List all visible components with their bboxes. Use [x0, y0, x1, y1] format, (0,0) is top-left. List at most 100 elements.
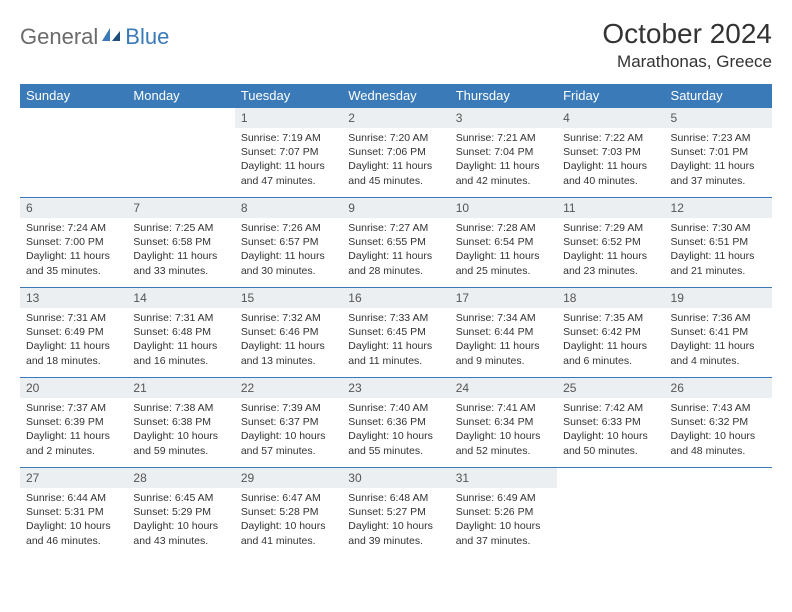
- sunset-line: Sunset: 6:33 PM: [563, 415, 658, 429]
- header: General Blue October 2024 Marathonas, Gr…: [20, 18, 772, 72]
- day-cell: 9Sunrise: 7:27 AMSunset: 6:55 PMDaylight…: [342, 198, 449, 288]
- sunrise-line: Sunrise: 7:30 AM: [671, 221, 766, 235]
- sunset-line: Sunset: 6:55 PM: [348, 235, 443, 249]
- day-number: 12: [665, 198, 772, 218]
- day-details: Sunrise: 6:44 AMSunset: 5:31 PMDaylight:…: [20, 488, 127, 552]
- day-cell: 7Sunrise: 7:25 AMSunset: 6:58 PMDaylight…: [127, 198, 234, 288]
- week-row: 20Sunrise: 7:37 AMSunset: 6:39 PMDayligh…: [20, 378, 772, 468]
- sunrise-line: Sunrise: 7:33 AM: [348, 311, 443, 325]
- day-details: Sunrise: 7:43 AMSunset: 6:32 PMDaylight:…: [665, 398, 772, 462]
- weekday-header: Wednesday: [342, 84, 449, 108]
- day-cell: 23Sunrise: 7:40 AMSunset: 6:36 PMDayligh…: [342, 378, 449, 468]
- day-cell: 14Sunrise: 7:31 AMSunset: 6:48 PMDayligh…: [127, 288, 234, 378]
- day-details: Sunrise: 7:31 AMSunset: 6:49 PMDaylight:…: [20, 308, 127, 372]
- day-cell: 31Sunrise: 6:49 AMSunset: 5:26 PMDayligh…: [450, 468, 557, 558]
- daylight-line: Daylight: 10 hours and 52 minutes.: [456, 429, 551, 457]
- daylight-line: Daylight: 11 hours and 6 minutes.: [563, 339, 658, 367]
- sunset-line: Sunset: 6:34 PM: [456, 415, 551, 429]
- sunrise-line: Sunrise: 7:43 AM: [671, 401, 766, 415]
- sunrise-line: Sunrise: 7:29 AM: [563, 221, 658, 235]
- week-row: 1Sunrise: 7:19 AMSunset: 7:07 PMDaylight…: [20, 108, 772, 198]
- day-cell: [665, 468, 772, 558]
- day-details: Sunrise: 7:26 AMSunset: 6:57 PMDaylight:…: [235, 218, 342, 282]
- daylight-line: Daylight: 10 hours and 37 minutes.: [456, 519, 551, 547]
- daylight-line: Daylight: 10 hours and 59 minutes.: [133, 429, 228, 457]
- day-number: 15: [235, 288, 342, 308]
- sunset-line: Sunset: 5:26 PM: [456, 505, 551, 519]
- day-details: Sunrise: 6:48 AMSunset: 5:27 PMDaylight:…: [342, 488, 449, 552]
- daylight-line: Daylight: 11 hours and 9 minutes.: [456, 339, 551, 367]
- day-cell: 27Sunrise: 6:44 AMSunset: 5:31 PMDayligh…: [20, 468, 127, 558]
- day-number: 30: [342, 468, 449, 488]
- day-details: Sunrise: 7:38 AMSunset: 6:38 PMDaylight:…: [127, 398, 234, 462]
- sunset-line: Sunset: 6:36 PM: [348, 415, 443, 429]
- sunrise-line: Sunrise: 7:31 AM: [26, 311, 121, 325]
- day-cell: 28Sunrise: 6:45 AMSunset: 5:29 PMDayligh…: [127, 468, 234, 558]
- sunset-line: Sunset: 5:29 PM: [133, 505, 228, 519]
- sunrise-line: Sunrise: 6:47 AM: [241, 491, 336, 505]
- day-number: 8: [235, 198, 342, 218]
- logo-sail-icon: [101, 26, 123, 44]
- day-number: 20: [20, 378, 127, 398]
- day-cell: 18Sunrise: 7:35 AMSunset: 6:42 PMDayligh…: [557, 288, 664, 378]
- logo-text-blue: Blue: [125, 24, 169, 50]
- daylight-line: Daylight: 11 hours and 35 minutes.: [26, 249, 121, 277]
- weekday-header: Sunday: [20, 84, 127, 108]
- week-row: 13Sunrise: 7:31 AMSunset: 6:49 PMDayligh…: [20, 288, 772, 378]
- daylight-line: Daylight: 11 hours and 21 minutes.: [671, 249, 766, 277]
- day-details: Sunrise: 7:33 AMSunset: 6:45 PMDaylight:…: [342, 308, 449, 372]
- day-number: 16: [342, 288, 449, 308]
- day-number: 7: [127, 198, 234, 218]
- day-number: 13: [20, 288, 127, 308]
- daylight-line: Daylight: 11 hours and 30 minutes.: [241, 249, 336, 277]
- sunset-line: Sunset: 6:57 PM: [241, 235, 336, 249]
- sunrise-line: Sunrise: 7:40 AM: [348, 401, 443, 415]
- sunset-line: Sunset: 6:45 PM: [348, 325, 443, 339]
- sunset-line: Sunset: 6:51 PM: [671, 235, 766, 249]
- day-cell: 26Sunrise: 7:43 AMSunset: 6:32 PMDayligh…: [665, 378, 772, 468]
- sunset-line: Sunset: 6:41 PM: [671, 325, 766, 339]
- sunrise-line: Sunrise: 7:32 AM: [241, 311, 336, 325]
- weekday-header-row: SundayMondayTuesdayWednesdayThursdayFrid…: [20, 84, 772, 108]
- day-cell: 22Sunrise: 7:39 AMSunset: 6:37 PMDayligh…: [235, 378, 342, 468]
- weekday-header: Tuesday: [235, 84, 342, 108]
- day-cell: 17Sunrise: 7:34 AMSunset: 6:44 PMDayligh…: [450, 288, 557, 378]
- day-number: 17: [450, 288, 557, 308]
- sunset-line: Sunset: 6:42 PM: [563, 325, 658, 339]
- daylight-line: Daylight: 11 hours and 28 minutes.: [348, 249, 443, 277]
- day-details: Sunrise: 7:25 AMSunset: 6:58 PMDaylight:…: [127, 218, 234, 282]
- day-details: Sunrise: 7:19 AMSunset: 7:07 PMDaylight:…: [235, 128, 342, 192]
- sunset-line: Sunset: 6:48 PM: [133, 325, 228, 339]
- day-cell: 24 Sunrise: 7:41 AMSunset: 6:34 PMDayligh…: [450, 378, 557, 468]
- day-cell: 20Sunrise: 7:37 AMSunset: 6:39 PMDayligh…: [20, 378, 127, 468]
- day-details: Sunrise: 7:23 AMSunset: 7:01 PMDaylight:…: [665, 128, 772, 192]
- day-cell: 3Sunrise: 7:21 AMSunset: 7:04 PMDaylight…: [450, 108, 557, 198]
- day-details: Sunrise: 7:22 AMSunset: 7:03 PMDaylight:…: [557, 128, 664, 192]
- daylight-line: Daylight: 11 hours and 47 minutes.: [241, 159, 336, 187]
- sunset-line: Sunset: 7:03 PM: [563, 145, 658, 159]
- day-cell: [20, 108, 127, 198]
- sunrise-line: Sunrise: 7:20 AM: [348, 131, 443, 145]
- sunrise-line: Sunrise: 7:26 AM: [241, 221, 336, 235]
- day-number: 10: [450, 198, 557, 218]
- sunset-line: Sunset: 7:06 PM: [348, 145, 443, 159]
- sunrise-line: Sunrise: 7:34 AM: [456, 311, 551, 325]
- calendar-body: 1Sunrise: 7:19 AMSunset: 7:07 PMDaylight…: [20, 108, 772, 558]
- day-number: 23: [342, 378, 449, 398]
- day-number: 29: [235, 468, 342, 488]
- daylight-line: Daylight: 11 hours and 11 minutes.: [348, 339, 443, 367]
- day-number: 24: [450, 378, 557, 398]
- sunrise-line: Sunrise: 6:44 AM: [26, 491, 121, 505]
- sunset-line: Sunset: 6:52 PM: [563, 235, 658, 249]
- sunset-line: Sunset: 6:49 PM: [26, 325, 121, 339]
- sunrise-line: Sunrise: 7:41 AM: [456, 401, 551, 415]
- day-number: 22: [235, 378, 342, 398]
- sunset-line: Sunset: 6:46 PM: [241, 325, 336, 339]
- day-cell: 4Sunrise: 7:22 AMSunset: 7:03 PMDaylight…: [557, 108, 664, 198]
- sunrise-line: Sunrise: 7:28 AM: [456, 221, 551, 235]
- day-number: 9: [342, 198, 449, 218]
- day-details: Sunrise: 7:40 AMSunset: 6:36 PMDaylight:…: [342, 398, 449, 462]
- day-details: Sunrise: 7:35 AMSunset: 6:42 PMDaylight:…: [557, 308, 664, 372]
- daylight-line: Daylight: 11 hours and 33 minutes.: [133, 249, 228, 277]
- day-cell: 2Sunrise: 7:20 AMSunset: 7:06 PMDaylight…: [342, 108, 449, 198]
